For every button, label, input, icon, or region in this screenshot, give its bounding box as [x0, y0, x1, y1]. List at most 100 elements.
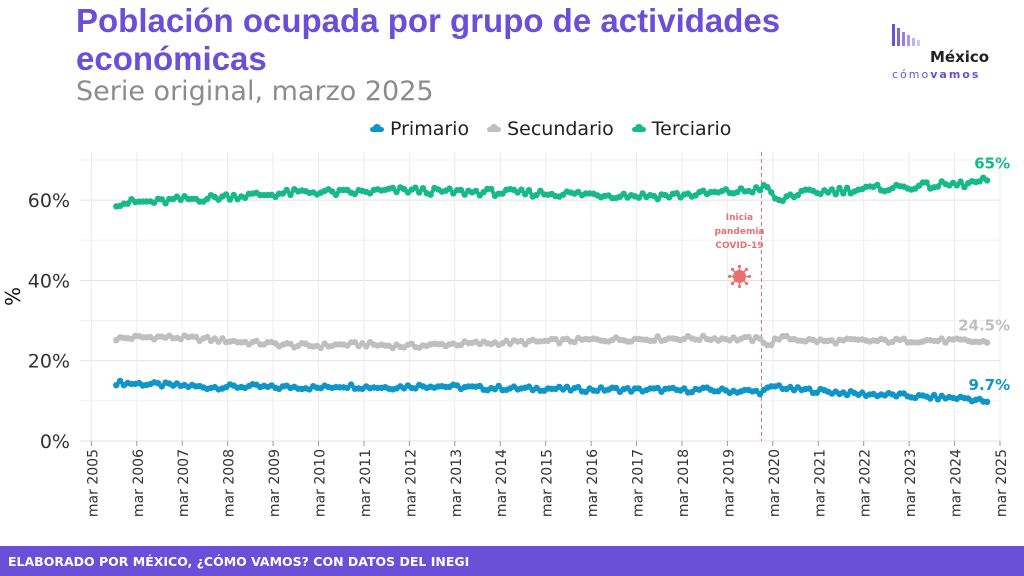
- logo-tagline: cómovamos: [892, 68, 981, 81]
- virus-icon: [727, 264, 752, 289]
- data-point: [983, 398, 991, 405]
- virus-spike-tip: [737, 264, 742, 269]
- x-tick-label: mar 2019: [721, 449, 737, 517]
- data-point: [522, 191, 529, 198]
- data-point: [241, 194, 249, 201]
- series-terciario: [113, 174, 991, 210]
- data-point: [287, 191, 294, 198]
- virus-spike-tip: [727, 274, 732, 279]
- legend-item-primario: Primario: [370, 118, 469, 140]
- virus-spike-tip: [744, 267, 749, 271]
- x-tick-label: mar 2022: [858, 449, 874, 517]
- series-secundario: [113, 332, 991, 352]
- data-point: [363, 343, 370, 350]
- x-tick-label: mar 2006: [131, 449, 147, 517]
- data-point: [930, 391, 938, 399]
- data-point: [635, 194, 642, 201]
- x-tick-label: mar 2016: [585, 449, 601, 517]
- data-point: [923, 179, 930, 186]
- x-tick-label: mar 2007: [176, 449, 192, 517]
- data-point: [317, 344, 324, 351]
- x-tick-label: mar 2025: [994, 449, 1010, 517]
- data-point: [654, 333, 661, 340]
- virus-spike-tip: [730, 267, 735, 271]
- y-tick-label: 40%: [28, 270, 70, 292]
- legend-label-primario: Primario: [390, 118, 470, 140]
- data-point: [983, 177, 991, 184]
- mexico-como-vamos-logo: México cómovamos: [888, 22, 1008, 84]
- data-point: [681, 385, 688, 392]
- data-point: [518, 186, 525, 193]
- data-point: [283, 186, 290, 194]
- data-point: [488, 185, 495, 193]
- data-point: [158, 196, 165, 203]
- data-point: [673, 190, 680, 197]
- data-point: [495, 382, 502, 390]
- data-point: [832, 191, 839, 198]
- chart-legend: Primario Secundario Terciario: [370, 118, 731, 140]
- data-point: [749, 189, 756, 196]
- end-label-terciario: 65%: [974, 154, 1010, 172]
- x-tick-label: mar 2024: [949, 449, 965, 517]
- virus-spike-tip: [730, 281, 735, 286]
- legend-label-secundario: Secundario: [507, 118, 614, 140]
- legend-swatch-secundario: [487, 124, 502, 132]
- data-point: [393, 188, 400, 196]
- x-tick-label: mar 2020: [767, 449, 783, 517]
- x-tick-label: mar 2017: [631, 449, 647, 517]
- x-tick-label: mar 2021: [812, 449, 828, 517]
- footer-bar: ELABORADO POR MÉXICO, ¿CÓMO VAMOS? CON D…: [0, 546, 1024, 576]
- data-point: [332, 191, 340, 198]
- legend-swatch-primario: [370, 124, 384, 132]
- data-point: [419, 185, 427, 192]
- data-point: [756, 335, 764, 342]
- end-label-primario: 9.7%: [969, 376, 1011, 394]
- data-point: [874, 181, 881, 189]
- data-point: [654, 195, 661, 203]
- data-point: [571, 338, 578, 346]
- data-point: [416, 189, 423, 196]
- virus-spike-tip: [737, 284, 742, 289]
- x-tick-label: mar 2013: [449, 449, 465, 517]
- x-tick-label: mar 2011: [358, 449, 374, 517]
- data-point: [389, 184, 396, 191]
- x-tick-label: mar 2009: [267, 449, 283, 517]
- data-point: [764, 184, 771, 191]
- data-point: [768, 189, 775, 196]
- x-tick-label: mar 2018: [676, 449, 692, 517]
- data-point: [983, 339, 991, 346]
- series-primario: [113, 377, 991, 405]
- data-point: [779, 197, 786, 205]
- data-point: [836, 184, 843, 192]
- virus-spike-tip: [744, 281, 749, 286]
- legend-item-terciario: Terciario: [631, 118, 731, 140]
- end-label-secundario: 24.5%: [958, 317, 1010, 335]
- data-point: [222, 191, 230, 198]
- data-point: [650, 337, 658, 344]
- logo-bars-icon: [892, 24, 920, 46]
- data-point: [412, 184, 419, 191]
- y-tick-label: 60%: [28, 190, 70, 212]
- footer-credit: ELABORADO POR MÉXICO, ¿CÓMO VAMOS? CON D…: [8, 554, 470, 569]
- page-title: Población ocupada por grupo de actividad…: [76, 2, 781, 77]
- page-subtitle: Serie original, marzo 2025: [76, 76, 434, 107]
- y-tick-label: 20%: [28, 351, 70, 373]
- legend-swatch-terciario: [631, 124, 646, 132]
- pandemic-annotation-line: pandemia: [714, 227, 764, 237]
- virus-spike-tip: [747, 274, 752, 279]
- y-axis-label: %: [1, 287, 25, 306]
- x-tick-label: mar 2014: [494, 449, 510, 517]
- data-point: [192, 333, 200, 341]
- data-point: [828, 186, 836, 193]
- data-point: [230, 191, 237, 199]
- logo-name: México: [930, 48, 990, 66]
- data-point: [934, 183, 942, 190]
- data-point: [552, 335, 559, 343]
- data-point: [957, 178, 964, 185]
- data-point: [226, 196, 234, 203]
- data-point: [533, 191, 540, 199]
- x-tick-label: mar 2008: [222, 449, 238, 517]
- x-tick-label: mar 2005: [85, 449, 101, 517]
- data-point: [124, 200, 131, 207]
- data-point: [794, 192, 801, 199]
